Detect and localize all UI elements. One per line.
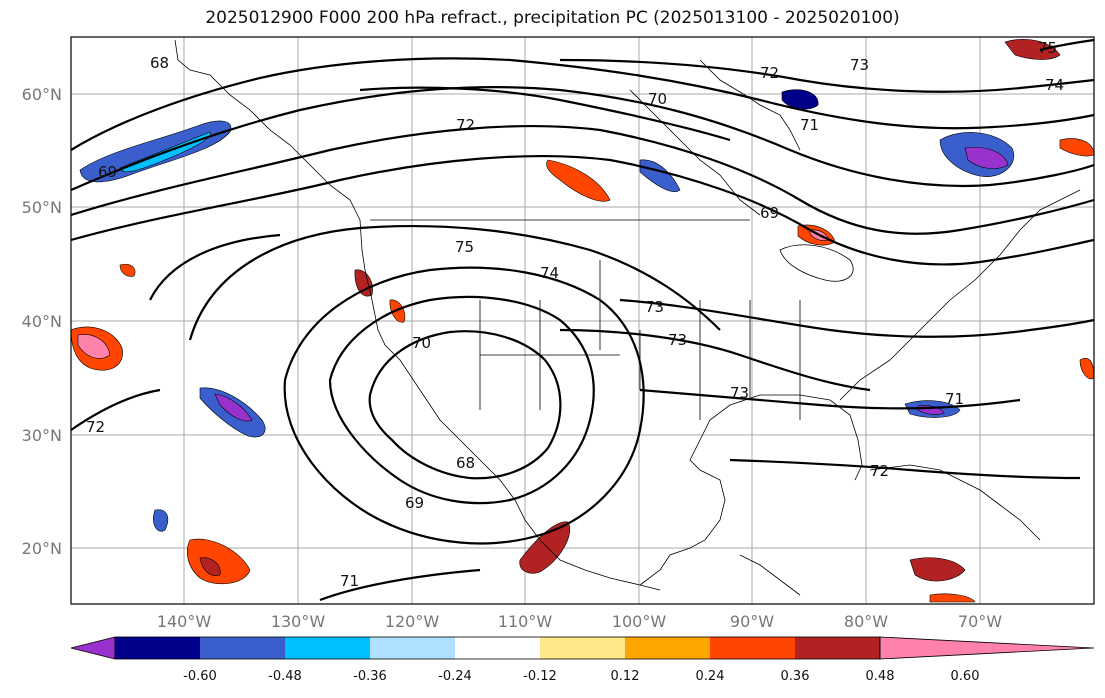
contour-label: 71 [340,572,359,590]
contour-label: 68 [150,54,169,72]
contour-label: 70 [648,90,667,108]
refractivity-contours [70,38,1095,602]
lon-label: 120°W [385,612,440,631]
lat-label: 50°N [22,198,62,217]
colorbar-segment [625,637,710,659]
colorbar-segment [200,637,285,659]
contour-label: 74 [540,264,559,282]
map-title: 2025012900 F000 200 hPa refract., precip… [205,8,900,28]
colorbar-tick-label: -0.48 [268,669,302,684]
colorbar-tick-label: 0.36 [781,669,810,684]
contour-label: 75 [1038,39,1057,57]
contour-label: 72 [86,418,105,436]
contour-label: 73 [730,384,749,402]
colorbar-tick-label: 0.60 [951,669,980,684]
colorbar-segment [370,637,455,659]
colorbar-segment [285,637,370,659]
lon-label: 140°W [157,612,212,631]
contour-label: 72 [760,64,779,82]
contour-label: 69 [760,204,779,222]
contour-label: 68 [456,454,475,472]
colorbar-tick-label: -0.24 [438,669,472,684]
contour-label: 73 [668,331,687,349]
lat-label: 20°N [22,539,62,558]
lon-label: 110°W [498,612,553,631]
contour-label: 73 [645,298,664,316]
lon-label: 130°W [271,612,326,631]
lon-label: 70°W [958,612,1002,631]
contour-label: 71 [800,116,819,134]
colorbar-tick-label: 0.24 [696,669,725,684]
lat-label: 40°N [22,312,62,331]
colorbar-segment [540,637,625,659]
latitude-labels: 60°N 50°N 40°N 30°N 20°N [22,85,62,558]
colorbar-ticks: -0.60 -0.48 -0.36 -0.24 -0.12 0.12 0.24 … [183,669,979,684]
contour-label: 75 [455,238,474,256]
colorbar-segment [795,637,880,659]
colorbar-tick-label: -0.36 [353,669,387,684]
graticule [71,37,1094,604]
contour-label: 69 [98,163,117,181]
contour-label: 74 [1045,76,1064,94]
map-frame [70,36,1095,605]
lon-label: 90°W [730,612,774,631]
colorbar-segment [710,637,795,659]
colorbar-outline [114,636,881,660]
colorbar [70,636,1095,660]
lon-label: 100°W [612,612,667,631]
contour-label: 70 [412,334,431,352]
lat-label: 60°N [22,85,62,104]
longitude-labels: 140°W 130°W 120°W 110°W 100°W 90°W 80°W … [157,612,1002,631]
lat-label: 30°N [22,426,62,445]
contour-label: 71 [945,390,964,408]
colorbar-extension-low [70,636,116,660]
lon-label: 80°W [844,612,888,631]
contour-label: 69 [405,494,424,512]
colorbar-tick-label: 0.12 [611,669,640,684]
colorbar-tick-label: -0.60 [183,669,217,684]
contour-label: 73 [850,56,869,74]
colorbar-segment [455,637,540,659]
contour-label: 72 [870,462,889,480]
contour-label: 72 [456,116,475,134]
colorbar-extension-high [879,636,1095,660]
contour-labels: 68 69 70 71 72 73 74 75 68 69 70 71 72 7… [86,39,1064,590]
colorbar-segment [115,637,200,659]
colorbar-tick-label: -0.12 [523,669,557,684]
colorbar-tick-label: 0.48 [866,669,895,684]
coastlines [174,39,1081,596]
